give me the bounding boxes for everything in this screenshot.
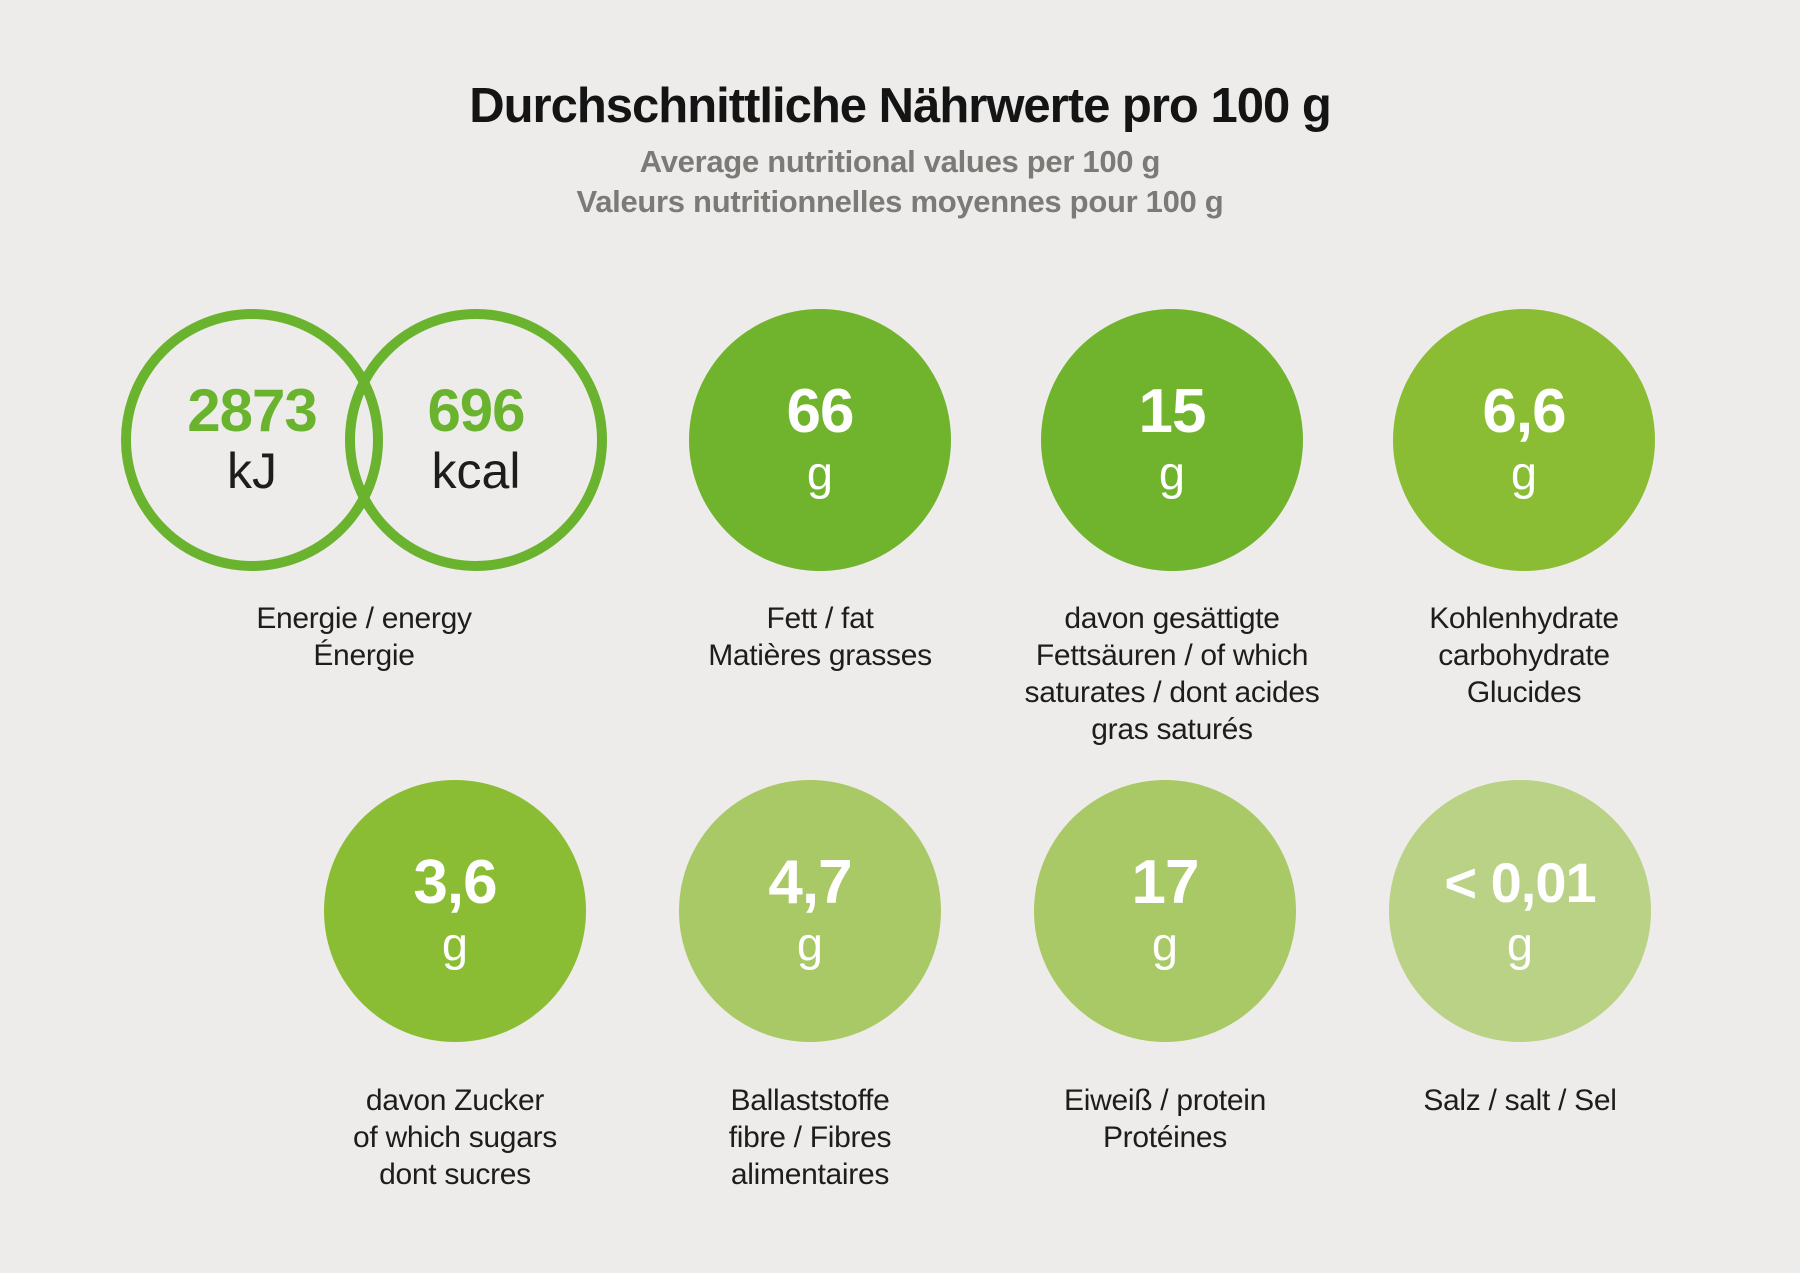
sugars-group: 3,6 g davon Zucker of which sugars dont … (280, 780, 630, 1193)
fibre-group: 4,7 g Ballaststoffe fibre / Fibres alime… (635, 780, 985, 1193)
fibre-label: Ballaststoffe fibre / Fibres alimentaire… (728, 1084, 892, 1191)
carbohydrate-label: Kohlenhydrate carbohydrate Glucides (1429, 602, 1619, 709)
sugars-value: 3,6 (413, 848, 497, 917)
energy-kj-circle: 2873 kJ (121, 309, 383, 571)
energy-kcal-circle: 696 kcal (345, 309, 607, 571)
fat-value: 66 (786, 377, 855, 446)
sugars-unit: g (441, 917, 469, 970)
fat-circle: 66 g (689, 309, 951, 571)
protein-unit: g (1151, 917, 1179, 970)
salt-group: < 0,01 g Salz / salt / Sel (1345, 780, 1695, 1119)
energy-rings: 2873 kJ 696 kcal (121, 309, 607, 571)
energy-kj-value: 2873 (187, 377, 317, 444)
fat-label: Fett / fat Matières grasses (708, 602, 932, 672)
fibre-circle: 4,7 g (679, 780, 941, 1042)
subtitle-french: Valeurs nutritionnelles moyennes pour 10… (576, 184, 1224, 219)
page-title: Durchschnittliche Nährwerte pro 100 g (469, 79, 1332, 133)
energy-kcal-value: 696 (427, 377, 525, 444)
saturates-circle: 15 g (1041, 309, 1303, 571)
fat-unit: g (806, 446, 834, 499)
carbohydrate-value: 6,6 (1482, 377, 1566, 446)
sugars-label: davon Zucker of which sugars dont sucres (353, 1084, 557, 1191)
energy-group: 2873 kJ 696 kcal Energie / energy Énergi… (121, 309, 607, 674)
fat-group: 66 g Fett / fat Matières grasses (645, 309, 995, 674)
fibre-unit: g (796, 917, 824, 970)
salt-value: < 0,01 (1444, 851, 1596, 914)
saturates-value: 15 (1138, 377, 1207, 446)
header: Durchschnittliche Nährwerte pro 100 g Av… (0, 78, 1800, 222)
protein-circle: 17 g (1034, 780, 1296, 1042)
sugars-circle: 3,6 g (324, 780, 586, 1042)
salt-unit: g (1506, 917, 1534, 970)
fibre-value: 4,7 (768, 848, 852, 917)
carbohydrate-group: 6,6 g Kohlenhydrate carbohydrate Glucide… (1349, 309, 1699, 711)
subtitle-english: Average nutritional values per 100 g (639, 144, 1161, 179)
protein-label: Eiweiß / protein Protéines (1064, 1084, 1266, 1154)
saturates-unit: g (1158, 446, 1186, 499)
energy-label: Energie / energy Énergie (256, 602, 472, 672)
salt-circle: < 0,01 g (1389, 780, 1651, 1042)
saturates-label: davon gesättigte Fettsäuren / of which s… (1024, 602, 1320, 746)
energy-kj-unit: kJ (227, 443, 277, 499)
salt-label: Salz / salt / Sel (1423, 1084, 1617, 1117)
carbohydrate-circle: 6,6 g (1393, 309, 1655, 571)
protein-group: 17 g Eiweiß / protein Protéines (990, 780, 1340, 1156)
carbohydrate-unit: g (1510, 446, 1538, 499)
energy-kcal-unit: kcal (431, 443, 521, 499)
protein-value: 17 (1131, 848, 1200, 917)
saturates-group: 15 g davon gesättigte Fettsäuren / of wh… (997, 309, 1347, 748)
